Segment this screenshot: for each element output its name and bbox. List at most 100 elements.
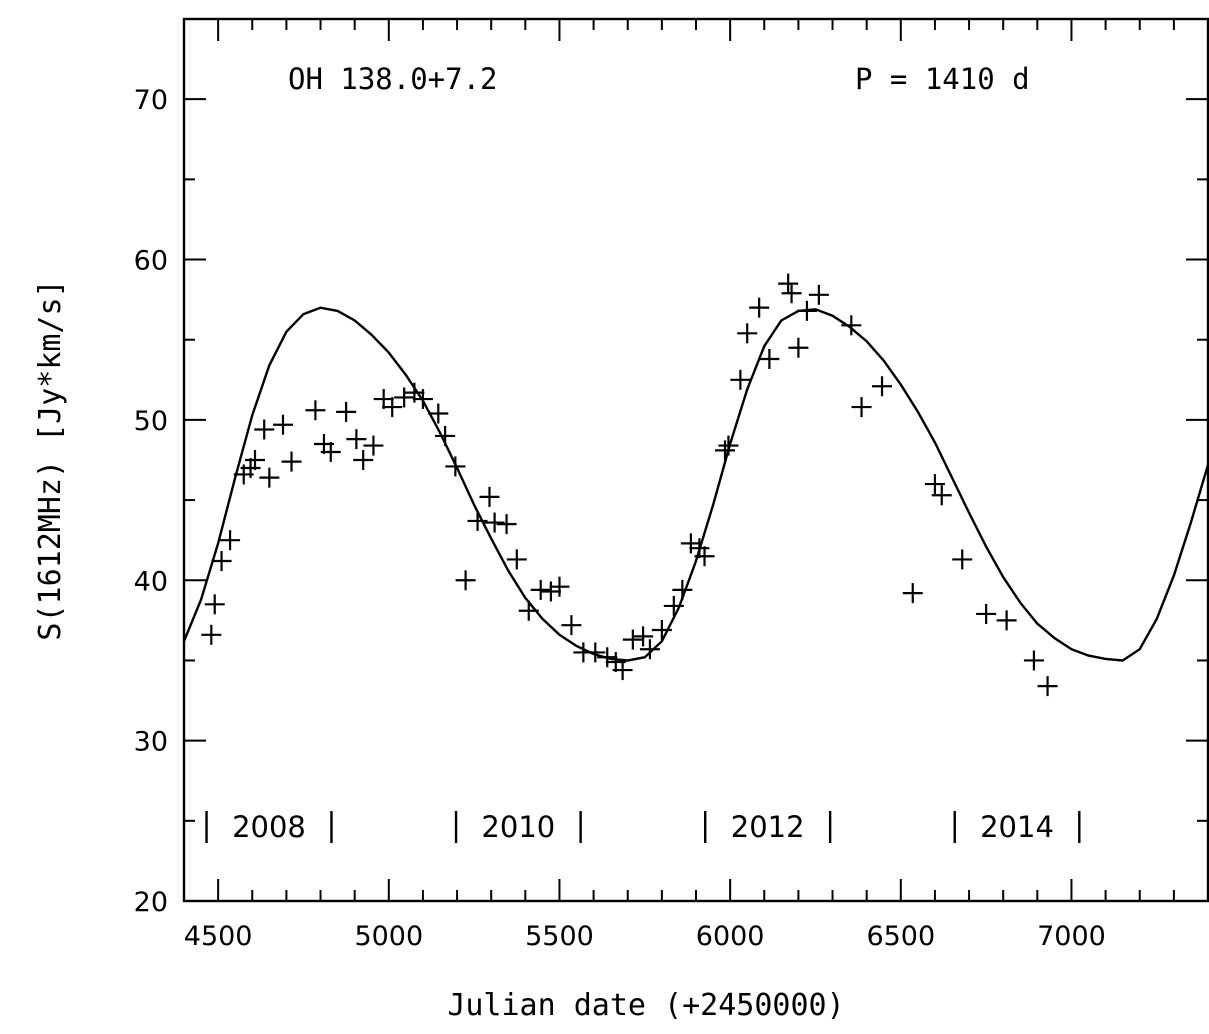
data-point xyxy=(346,429,367,450)
data-point xyxy=(530,579,551,600)
data-point xyxy=(672,579,693,600)
y-tick-label: 30 xyxy=(134,727,168,758)
data-point xyxy=(244,450,265,470)
data-point xyxy=(749,297,770,318)
data-point xyxy=(694,546,715,567)
data-point xyxy=(254,419,275,440)
data-point xyxy=(663,595,684,616)
data-point xyxy=(872,376,893,397)
x-axis-title: Julian date (+2450000) xyxy=(447,988,844,1023)
axis-ticks xyxy=(183,18,1209,902)
data-point xyxy=(518,600,539,621)
y-tick-label: 70 xyxy=(134,85,168,116)
plot-frame xyxy=(182,17,1209,903)
data-point xyxy=(680,533,701,554)
y-tick-label: 50 xyxy=(134,406,168,437)
year-marker: 2008 xyxy=(205,810,333,844)
data-point xyxy=(455,570,476,591)
period-annotation: P = 1410 d xyxy=(855,62,1030,96)
data-point xyxy=(445,456,466,477)
y-tick-label: 60 xyxy=(134,246,168,277)
data-point xyxy=(781,283,802,304)
y-axis-title: S(1612MHz) [Jy*km/s] xyxy=(33,279,68,640)
data-point xyxy=(730,369,751,390)
fit-curve-layer xyxy=(182,306,1209,662)
data-point xyxy=(633,626,654,647)
y-tick-label: 20 xyxy=(134,887,168,918)
data-point xyxy=(506,549,527,570)
data-point xyxy=(201,624,222,645)
data-point xyxy=(788,337,809,358)
data-point xyxy=(204,594,225,615)
year-marker: 2014 xyxy=(953,810,1081,844)
data-point xyxy=(363,435,384,456)
year-label: 2012 xyxy=(731,810,805,844)
x-tick-label: 6500 xyxy=(866,921,935,952)
data-point xyxy=(479,486,500,507)
data-point xyxy=(435,425,456,446)
tick-labels: 4500 5000 5500 6000 6500 7000 20 30 40 50 60 70 xyxy=(134,85,1106,952)
data-point xyxy=(281,451,302,472)
data-point xyxy=(382,397,403,418)
data-point xyxy=(737,323,758,344)
data-point xyxy=(220,530,241,551)
data-point xyxy=(976,603,997,624)
x-tick-label: 5000 xyxy=(354,921,423,952)
data-point xyxy=(467,510,488,531)
data-point xyxy=(585,642,606,663)
year-markers: 2008 2010 2012 2014 xyxy=(205,810,1081,844)
year-label: 2010 xyxy=(481,810,555,844)
data-point xyxy=(689,538,710,559)
data-point xyxy=(272,414,293,435)
data-point xyxy=(561,615,582,636)
data-point xyxy=(1037,676,1058,697)
data-point xyxy=(778,273,799,294)
data-point xyxy=(796,300,817,321)
data-point xyxy=(305,400,326,421)
data-point xyxy=(1023,650,1044,671)
data-point xyxy=(902,583,923,604)
data-point xyxy=(622,629,643,650)
fit-curve xyxy=(182,306,1209,662)
data-point xyxy=(428,403,449,424)
data-point xyxy=(394,387,415,408)
data-point xyxy=(718,435,739,456)
data-point xyxy=(996,610,1017,631)
data-point xyxy=(549,576,570,597)
data-point xyxy=(484,512,505,533)
data-point xyxy=(496,514,517,535)
data-point xyxy=(612,660,633,681)
data-point xyxy=(336,401,357,422)
data-point xyxy=(841,315,862,336)
data-point xyxy=(353,450,374,470)
data-point xyxy=(540,581,561,602)
year-label: 2014 xyxy=(980,810,1054,844)
data-point xyxy=(952,549,973,570)
data-point xyxy=(651,619,672,640)
year-marker: 2012 xyxy=(704,810,832,844)
data-point xyxy=(320,441,341,462)
data-point xyxy=(597,647,618,668)
data-point xyxy=(759,348,780,369)
year-label: 2008 xyxy=(232,810,306,844)
data-point xyxy=(240,458,261,479)
data-point xyxy=(715,440,736,461)
data-point xyxy=(924,474,945,495)
x-tick-label: 5500 xyxy=(525,921,594,952)
data-points-layer xyxy=(201,273,1058,697)
x-tick-label: 4500 xyxy=(184,921,253,952)
x-tick-label: 6000 xyxy=(696,921,765,952)
data-point xyxy=(851,397,872,418)
data-point xyxy=(639,639,660,660)
y-tick-label: 40 xyxy=(134,566,168,597)
year-marker: 2010 xyxy=(454,810,582,844)
x-tick-label: 7000 xyxy=(1037,921,1106,952)
data-point xyxy=(808,284,829,305)
data-point xyxy=(211,551,232,572)
data-point xyxy=(931,485,952,506)
source-annotation: OH 138.0+7.2 xyxy=(288,62,498,96)
data-point xyxy=(373,389,394,410)
data-point xyxy=(412,389,433,410)
data-point xyxy=(259,467,280,488)
